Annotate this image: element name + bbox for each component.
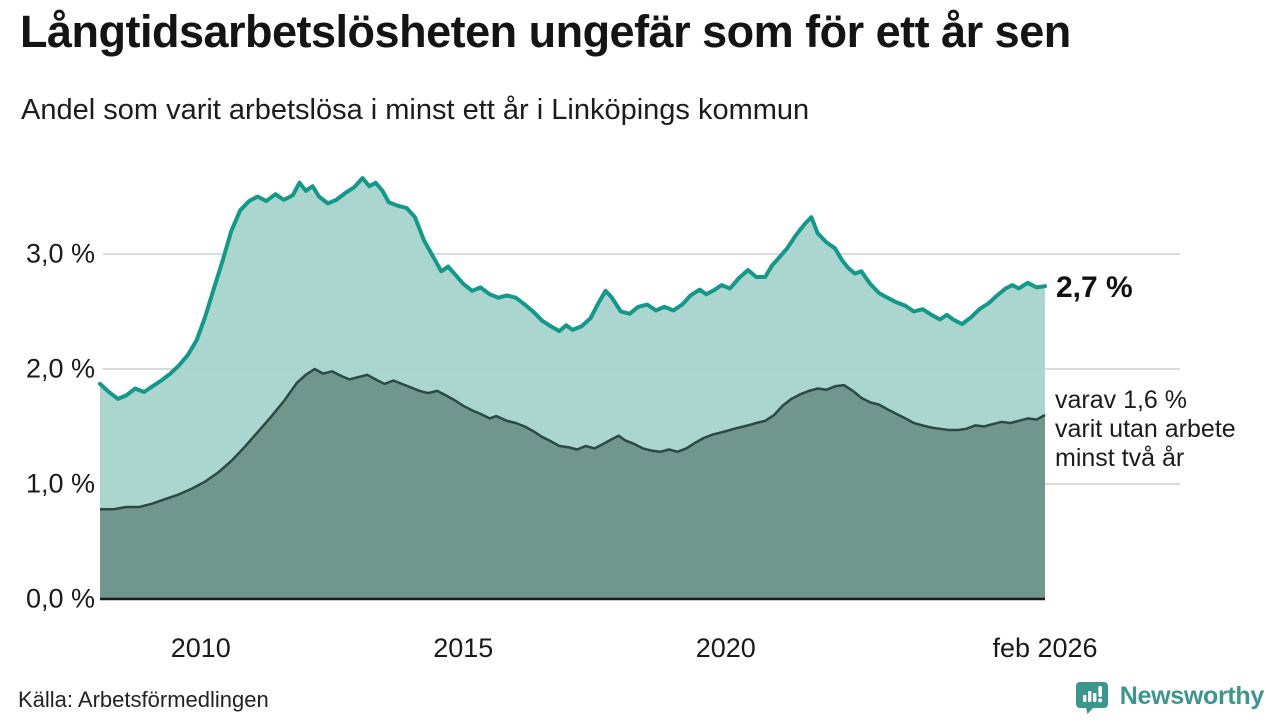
y-tick-label: 0,0 % [25, 583, 95, 614]
y-tick-label: 3,0 % [25, 238, 95, 269]
x-tick-label: feb 2026 [992, 633, 1098, 663]
x-tick-label: 2020 [695, 633, 756, 663]
brand-name: Newsworthy [1119, 681, 1265, 710]
x-tick-label: 2010 [170, 633, 231, 663]
page-subtitle: Andel som varit arbetslösa i minst ett å… [21, 94, 810, 126]
series-total-line [98, 176, 1047, 401]
x-tick-label: 2015 [433, 633, 494, 663]
series-end-value-label: 2,7 % [1056, 271, 1133, 304]
series-sub-line [100, 367, 1046, 511]
brand-logo: Newsworthy [1075, 678, 1264, 714]
sub-series-annotation: varav 1,6 % varit utan arbete minst två … [1055, 386, 1236, 472]
source-caption: Källa: Arbetsförmedlingen [18, 687, 269, 712]
series-sub-area [100, 369, 1045, 599]
page-title: Långtidsarbetslösheten ungefär som för e… [20, 6, 1071, 57]
y-tick-label: 2,0 % [25, 353, 95, 384]
y-tick-label: 1,0 % [25, 468, 95, 499]
newsworthy-bubble-chart-icon [1075, 678, 1111, 714]
